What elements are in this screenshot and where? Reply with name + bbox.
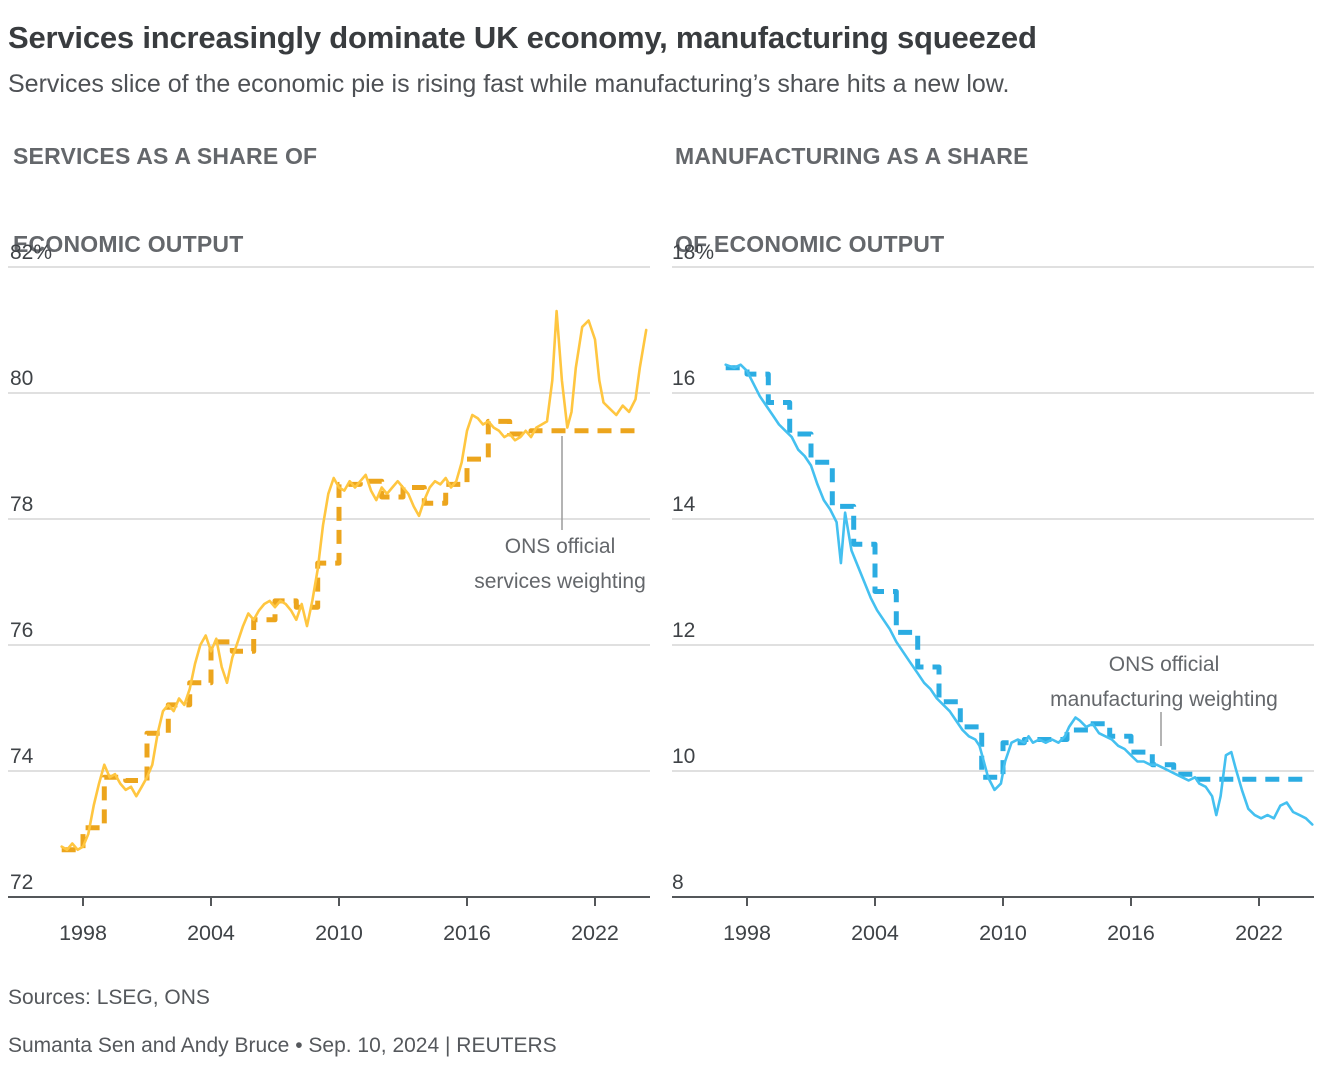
x-tick-label: 1998: [723, 921, 771, 945]
official-weighting-line: [61, 418, 643, 853]
y-tick-label: 16: [672, 367, 695, 390]
annotation-text-line2: services weighting: [474, 570, 646, 593]
annotation-text-line2: manufacturing weighting: [1050, 688, 1278, 711]
y-tick-label: 74: [10, 745, 34, 768]
y-tick-label: 12: [672, 619, 695, 642]
services-heading-line1: SERVICES AS A SHARE OF: [13, 143, 318, 169]
manufacturing-chart-heading: MANUFACTURING AS A SHARE OF ECONOMIC OUT…: [675, 134, 1029, 266]
page-title: Services increasingly dominate UK econom…: [8, 20, 1037, 55]
x-tick-label: 2016: [1107, 921, 1155, 945]
services-chart: 82% 80 78 76 74 72 1998 2004 2010 2016 2022 ONS off…: [8, 241, 650, 945]
x-tick-label: 1998: [59, 921, 107, 945]
manufacturing-chart: 18% 16 14 12 10 8 1998 2004 2010 2016 2022 ONS offi…: [672, 241, 1314, 945]
x-tick-label: 2022: [1235, 921, 1283, 945]
y-tick-label: 82%: [10, 241, 52, 264]
y-tick-label: 78: [10, 493, 33, 516]
page-subtitle: Services slice of the economic pie is ri…: [8, 70, 1010, 98]
sources-note: Sources: LSEG, ONS: [8, 986, 210, 1009]
y-tick-label: 72: [10, 871, 33, 894]
x-tick-label: 2010: [315, 921, 363, 945]
y-tick-label: 18%: [672, 241, 714, 264]
y-tick-label: 76: [10, 619, 33, 642]
byline: Sumanta Sen and Andy Bruce • Sep. 10, 20…: [8, 1034, 557, 1057]
x-tick-label: 2022: [571, 921, 619, 945]
x-tick-label: 2004: [187, 921, 235, 945]
x-tick-label: 2016: [443, 921, 491, 945]
official-weighting-line: [725, 365, 1306, 782]
y-tick-label: 14: [672, 493, 696, 516]
y-tick-label: 80: [10, 367, 33, 390]
manufacturing-heading-line1: MANUFACTURING AS A SHARE: [675, 143, 1029, 169]
y-tick-label: 8: [672, 871, 684, 894]
x-tick-label: 2010: [979, 921, 1027, 945]
annotation-text-line1: ONS official: [505, 535, 616, 558]
manufacturing-heading-line2: OF ECONOMIC OUTPUT: [675, 231, 945, 257]
services-chart-heading: SERVICES AS A SHARE OF ECONOMIC OUTPUT: [13, 134, 317, 266]
implied-weighting-line: [60, 309, 648, 852]
services-heading-line2: ECONOMIC OUTPUT: [13, 231, 244, 257]
annotation-text-line1: ONS official: [1109, 653, 1220, 676]
x-tick-label: 2004: [851, 921, 899, 945]
implied-weighting-line: [724, 363, 1314, 826]
y-tick-label: 10: [672, 745, 695, 768]
